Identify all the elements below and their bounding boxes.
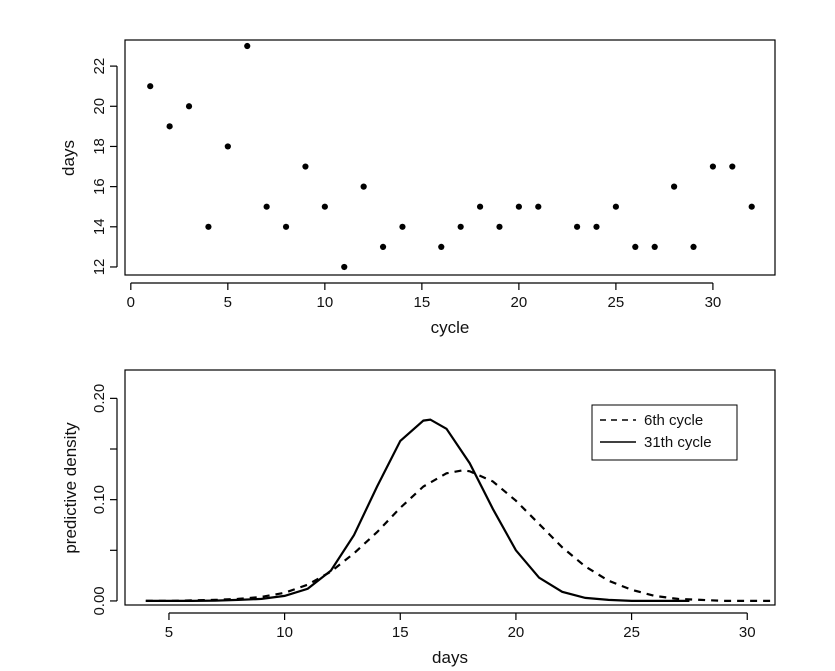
x-tick-label: 5 [165,624,173,641]
x-tick-label: 20 [508,624,525,641]
x-axis: 5 10 15 20 25 30 [165,612,756,641]
x-tick-label: 10 [276,624,293,641]
x-tick-label: 30 [739,624,756,641]
y-tick-label: 0.00 [91,586,108,615]
x-axis-label: cycle [431,318,470,337]
y-tick-label: 20 [91,98,108,115]
data-point [671,183,678,190]
data-point [302,163,309,170]
y-axis: 12 14 16 18 20 22 [91,58,118,276]
data-point [341,263,348,271]
y-tick-label: 12 [91,259,108,276]
data-point [496,223,503,230]
data-point [476,203,484,210]
data-point [244,42,251,50]
data-point [690,243,697,250]
data-point [263,203,270,210]
data-point [185,103,193,110]
data-point [224,143,231,150]
y-tick-label: 22 [91,58,108,75]
data-point [748,203,755,210]
x-tick-label: 20 [511,294,528,311]
data-points [147,42,755,271]
x-axis-label: days [432,648,468,667]
x-tick-label: 30 [705,294,722,311]
legend-label-31th-cycle: 31th cycle [644,434,712,451]
density-panel: 5 10 15 20 25 30 0.00 0.10 0.20 days predictive… [61,369,776,667]
y-tick-label: 0.20 [91,384,108,413]
scatter-panel: 0 5 10 15 20 25 30 12 14 16 18 20 22 cycle days [59,39,776,337]
data-point [729,163,736,170]
y-tick-label: 16 [91,178,108,195]
x-tick-label: 25 [623,624,640,641]
y-tick-label: 0.10 [91,485,108,514]
data-point [379,243,387,250]
data-point [399,223,406,230]
x-tick-label: 10 [317,294,334,311]
plot-frame [124,369,776,606]
data-point [457,223,464,230]
data-point [651,243,658,250]
data-point [147,83,154,90]
x-tick-label: 15 [392,624,409,641]
data-point [632,243,639,250]
data-point [573,223,581,230]
x-axis: 0 5 10 15 20 25 30 [127,282,722,311]
data-point [321,203,328,210]
series-line-31th-cycle [145,418,690,602]
y-tick-label: 14 [91,218,108,235]
data-point [593,223,600,230]
data-point [282,223,290,230]
legend-label-6th-cycle: 6th cycle [644,412,703,429]
x-tick-label: 25 [608,294,625,311]
data-point [438,243,445,250]
y-axis-label: days [59,140,78,176]
y-tick-label: 18 [91,138,108,155]
series-line-6th-cycle [145,469,771,602]
data-point [515,203,522,210]
legend: 6th cycle 31th cycle [591,404,738,461]
data-point [205,223,212,230]
plot-frame [124,39,776,276]
x-tick-label: 15 [414,294,431,311]
x-tick-label: 5 [224,294,232,311]
y-axis: 0.00 0.10 0.20 [91,384,118,616]
data-point [612,203,619,210]
legend-box [591,404,738,461]
x-tick-label: 0 [127,294,135,311]
data-point [535,203,542,210]
y-axis-label: predictive density [61,422,80,554]
data-point [360,183,367,190]
density-curves [145,418,771,602]
data-point [166,123,173,130]
data-point [709,163,717,170]
